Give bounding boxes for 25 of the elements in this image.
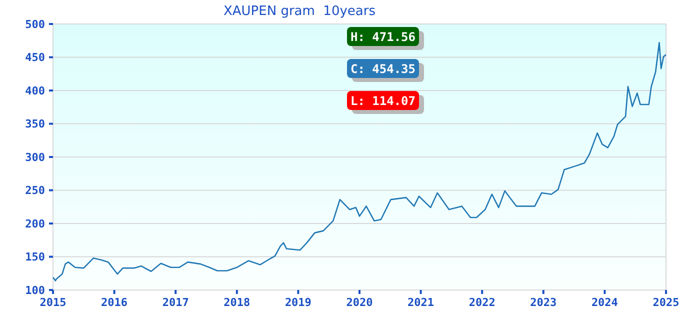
x-tick-label: 2018	[224, 296, 250, 309]
y-tick-label: 450	[25, 51, 45, 64]
annotation: H: 471.56	[350, 30, 416, 44]
x-tick-label: 2020	[346, 296, 373, 309]
x-tick-label: 2021	[408, 296, 434, 309]
x-tick-label: 2023	[530, 296, 557, 309]
y-tick-label: 500	[25, 18, 45, 31]
annotation: C: 454.35	[350, 62, 416, 76]
x-tick-label: 2025	[652, 296, 680, 309]
x-tick-label: 2017	[162, 296, 189, 309]
x-tick-label: 2022	[468, 296, 496, 309]
y-tick-label: 250	[25, 184, 45, 198]
x-tick-label: 2015	[40, 296, 66, 309]
x-tick-label: 2024	[591, 296, 618, 309]
line-series	[52, 42, 667, 282]
chart-title: XAUPEN gram 10years	[223, 4, 376, 19]
y-tick-label: 100	[25, 284, 45, 297]
y-tick-label: 150	[25, 250, 45, 264]
annotation: L: 114.07	[350, 94, 416, 108]
x-tick-label: 2016	[101, 296, 128, 309]
x-tick-label: 2019	[284, 296, 312, 309]
y-tick-label: 300	[25, 150, 45, 164]
y-tick-label: 350	[25, 118, 45, 131]
y-tick-label: 400	[25, 84, 45, 98]
y-tick-label: 200	[25, 217, 45, 230]
